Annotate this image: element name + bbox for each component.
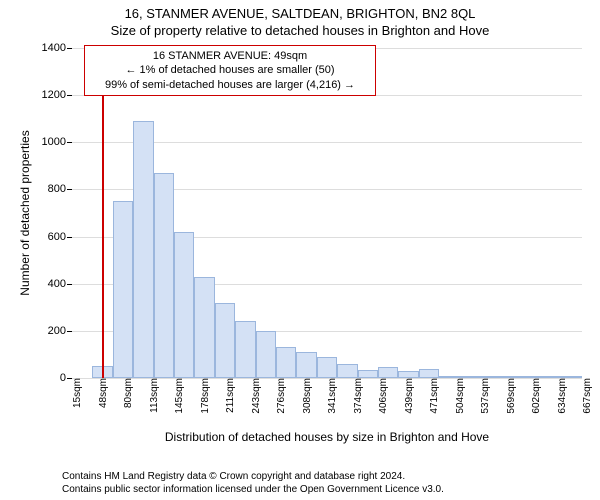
x-tick-label: 537sqm <box>476 378 491 414</box>
chart-title-address: 16, STANMER AVENUE, SALTDEAN, BRIGHTON, … <box>0 0 600 21</box>
y-tick-label: 200 <box>48 325 72 337</box>
chart-subtitle: Size of property relative to detached ho… <box>0 21 600 38</box>
histogram-bar <box>398 371 418 378</box>
annotation-property: 16 STANMER AVENUE: 49sqm <box>91 49 369 63</box>
x-tick-label: 406sqm <box>374 378 389 414</box>
y-axis-label: Number of detached properties <box>18 130 32 295</box>
histogram-bar <box>276 347 296 378</box>
annotation-larger: 99% of semi-detached houses are larger (… <box>91 78 369 92</box>
histogram-bar <box>113 201 133 378</box>
x-tick-label: 211sqm <box>221 378 236 413</box>
y-tick-label: 1000 <box>42 136 72 148</box>
x-tick-label: 145sqm <box>170 378 185 414</box>
histogram-bar <box>337 364 357 378</box>
x-tick-label: 504sqm <box>451 378 466 414</box>
histogram-bar <box>358 370 378 378</box>
histogram-bar <box>154 173 174 378</box>
histogram-bar <box>419 369 439 378</box>
x-tick-label: 602sqm <box>527 378 542 414</box>
x-tick-label: 439sqm <box>400 378 415 414</box>
x-tick-label: 48sqm <box>94 378 109 408</box>
x-axis-label: Distribution of detached houses by size … <box>72 430 582 444</box>
x-tick-label: 113sqm <box>145 378 160 413</box>
y-tick-label: 1200 <box>42 89 72 101</box>
footer-attribution: Contains HM Land Registry data © Crown c… <box>62 470 444 496</box>
histogram-bar <box>215 303 235 378</box>
y-tick-label: 800 <box>48 183 72 195</box>
x-tick-label: 471sqm <box>425 378 440 414</box>
histogram-bar <box>256 331 276 378</box>
histogram-bar <box>378 367 398 378</box>
histogram-bar <box>235 321 255 378</box>
x-tick-label: 80sqm <box>119 378 134 408</box>
x-tick-label: 341sqm <box>323 378 338 414</box>
histogram-bar <box>174 232 194 378</box>
x-tick-label: 243sqm <box>247 378 262 414</box>
histogram-bar <box>317 357 337 378</box>
annotation-smaller: ← 1% of detached houses are smaller (50) <box>91 63 369 77</box>
y-tick-label: 1400 <box>42 42 72 54</box>
x-tick-label: 308sqm <box>298 378 313 414</box>
x-tick-label: 178sqm <box>196 378 211 414</box>
x-tick-label: 634sqm <box>553 378 568 414</box>
x-tick-label: 276sqm <box>272 378 287 414</box>
histogram-bar <box>133 121 153 378</box>
x-tick-label: 15sqm <box>68 378 83 408</box>
histogram-bar <box>194 277 214 378</box>
footer-line2: Contains public sector information licen… <box>62 483 444 496</box>
footer-line1: Contains HM Land Registry data © Crown c… <box>62 470 444 483</box>
property-marker-line <box>102 48 104 378</box>
x-tick-label: 667sqm <box>578 378 593 414</box>
y-tick-label: 600 <box>48 231 72 243</box>
histogram-bar <box>296 352 316 378</box>
x-tick-label: 569sqm <box>502 378 517 414</box>
x-tick-label: 374sqm <box>349 378 364 414</box>
property-marker-annotation: 16 STANMER AVENUE: 49sqm ← 1% of detache… <box>84 45 376 96</box>
chart-plot-area: 020040060080010001200140015sqm48sqm80sqm… <box>72 48 582 378</box>
y-tick-label: 400 <box>48 278 72 290</box>
